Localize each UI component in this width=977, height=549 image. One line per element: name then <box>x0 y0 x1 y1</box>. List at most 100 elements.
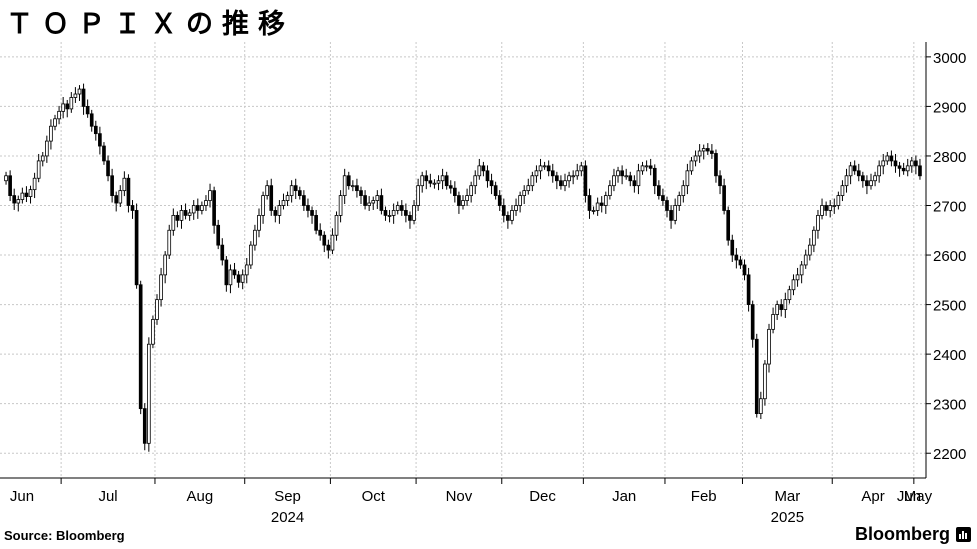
x-month-label: Oct <box>362 488 386 505</box>
candle <box>73 87 78 103</box>
candle <box>183 203 188 220</box>
candle-body <box>722 185 726 211</box>
candle <box>306 198 310 218</box>
candle-body <box>179 210 184 221</box>
candle <box>159 267 163 307</box>
candle-body <box>453 187 457 196</box>
candle-body <box>399 205 404 211</box>
candle <box>16 195 21 212</box>
candle <box>530 171 535 192</box>
candle <box>905 158 910 177</box>
candle-body <box>134 210 139 286</box>
candle-body <box>571 175 575 178</box>
candle-body <box>102 145 106 162</box>
candle <box>4 171 8 185</box>
candle <box>848 161 853 185</box>
candle-body <box>302 195 306 206</box>
candle-body <box>734 254 739 261</box>
candle-body <box>705 148 710 152</box>
candle-body <box>151 319 155 345</box>
candle-body <box>32 177 37 191</box>
candle <box>110 168 114 203</box>
candle <box>363 190 367 210</box>
candle-body <box>395 205 400 211</box>
candle <box>240 269 245 290</box>
candle <box>208 183 212 208</box>
candle <box>367 196 371 211</box>
candle <box>179 205 184 229</box>
candle-body <box>216 224 221 246</box>
candle-body <box>297 190 302 196</box>
candle-body <box>269 185 274 211</box>
candle-body <box>342 175 347 196</box>
candle <box>114 191 119 212</box>
candle-body <box>701 148 706 152</box>
candle <box>603 191 608 214</box>
candle-body <box>391 210 396 216</box>
candle-body <box>461 200 465 206</box>
candle-body <box>228 269 233 286</box>
candle <box>836 191 841 210</box>
candle <box>310 206 314 224</box>
candle <box>102 142 106 165</box>
candle-body <box>799 264 804 276</box>
candle-body <box>404 210 408 216</box>
candle <box>8 170 12 202</box>
x-month-label: May <box>904 488 933 505</box>
candle <box>632 175 637 193</box>
candle <box>130 200 135 219</box>
candle <box>424 170 429 190</box>
candle-body <box>754 338 759 414</box>
candle <box>436 175 441 191</box>
candle-body <box>77 88 82 95</box>
candle <box>636 163 641 195</box>
candle <box>734 248 739 269</box>
candle <box>807 238 812 261</box>
candle-body <box>820 205 824 216</box>
candle-body <box>114 195 119 204</box>
candle <box>45 135 49 163</box>
candle-body <box>224 259 229 286</box>
candle-body <box>204 200 208 206</box>
candle-body <box>693 155 698 162</box>
candle <box>473 170 478 195</box>
candle-body <box>285 195 290 201</box>
candle-body <box>640 165 645 172</box>
candle <box>714 149 718 183</box>
candle-body <box>138 284 143 410</box>
candle <box>20 187 25 204</box>
candle-body <box>408 215 412 221</box>
candle-body <box>673 205 677 221</box>
chart-title: ＴＯＰＩＸの推移 <box>6 9 294 40</box>
candle-body <box>612 175 616 187</box>
candle-body <box>599 202 604 206</box>
candle <box>236 270 241 288</box>
candle-body <box>277 205 282 216</box>
candle-body <box>171 215 176 231</box>
candle <box>665 196 669 218</box>
candle-body <box>28 189 33 197</box>
candle-body <box>555 175 559 182</box>
candle <box>289 180 294 203</box>
candle <box>118 185 123 207</box>
candle-body <box>289 185 294 196</box>
candle-body <box>236 274 241 283</box>
candle <box>420 171 425 193</box>
candle-body <box>575 170 580 177</box>
candle <box>469 181 473 203</box>
candle-body <box>563 180 567 187</box>
candle <box>204 195 208 211</box>
candle-body <box>542 165 547 168</box>
x-month-label: Dec <box>529 488 556 505</box>
candle-body <box>93 125 98 135</box>
candle <box>155 294 159 325</box>
candle <box>787 285 792 304</box>
candle-body <box>685 170 690 187</box>
candle <box>571 170 575 185</box>
candle-body <box>240 274 245 283</box>
candle-body <box>118 190 123 204</box>
y-tick-label: 2300 <box>933 397 966 414</box>
candle <box>852 160 857 175</box>
candle <box>448 180 453 194</box>
candle <box>514 198 518 216</box>
